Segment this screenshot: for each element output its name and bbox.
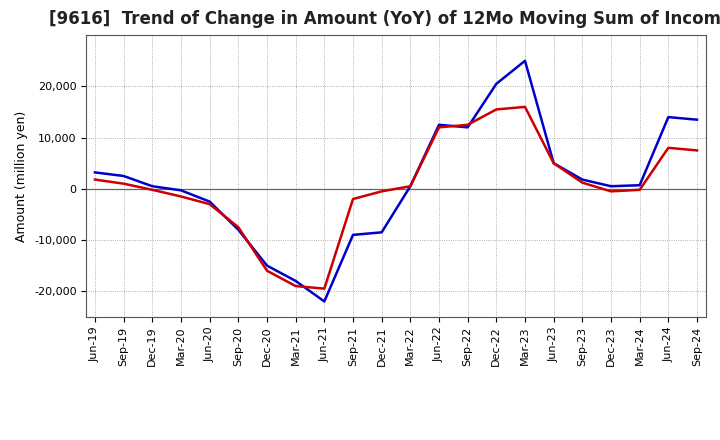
Net Income (492, 107, 500, 112)
Title: [9616]  Trend of Change in Amount (YoY) of 12Mo Moving Sum of Incomes: [9616] Trend of Change in Amount (YoY) o… (50, 10, 720, 28)
Ordinary Income (492, 81, 500, 87)
Line: Ordinary Income: Ordinary Income (95, 61, 697, 301)
Ordinary Income (435, 122, 444, 128)
Ordinary Income (549, 161, 558, 166)
Ordinary Income (176, 188, 185, 193)
Net Income (549, 161, 558, 166)
Net Income (435, 125, 444, 130)
Ordinary Income (377, 230, 386, 235)
Net Income (521, 104, 529, 110)
Net Income (578, 180, 587, 185)
Net Income (464, 122, 472, 128)
Ordinary Income (263, 263, 271, 268)
Ordinary Income (292, 279, 300, 284)
Y-axis label: Amount (million yen): Amount (million yen) (16, 110, 29, 242)
Net Income (263, 268, 271, 273)
Net Income (205, 202, 214, 207)
Net Income (664, 145, 672, 150)
Ordinary Income (607, 183, 616, 189)
Ordinary Income (521, 58, 529, 63)
Ordinary Income (320, 299, 328, 304)
Net Income (120, 181, 128, 186)
Net Income (234, 224, 243, 230)
Ordinary Income (234, 227, 243, 232)
Ordinary Income (205, 199, 214, 204)
Net Income (635, 187, 644, 192)
Line: Net Income: Net Income (95, 107, 697, 289)
Net Income (320, 286, 328, 291)
Net Income (176, 194, 185, 199)
Net Income (693, 148, 701, 153)
Net Income (348, 196, 357, 202)
Ordinary Income (348, 232, 357, 238)
Ordinary Income (578, 177, 587, 182)
Ordinary Income (635, 183, 644, 188)
Ordinary Income (464, 125, 472, 130)
Net Income (406, 183, 415, 189)
Net Income (292, 283, 300, 289)
Ordinary Income (148, 183, 157, 189)
Net Income (607, 189, 616, 194)
Ordinary Income (406, 183, 415, 189)
Ordinary Income (664, 114, 672, 120)
Ordinary Income (91, 170, 99, 175)
Net Income (377, 189, 386, 194)
Net Income (91, 177, 99, 182)
Ordinary Income (120, 173, 128, 179)
Net Income (148, 187, 157, 192)
Ordinary Income (693, 117, 701, 122)
